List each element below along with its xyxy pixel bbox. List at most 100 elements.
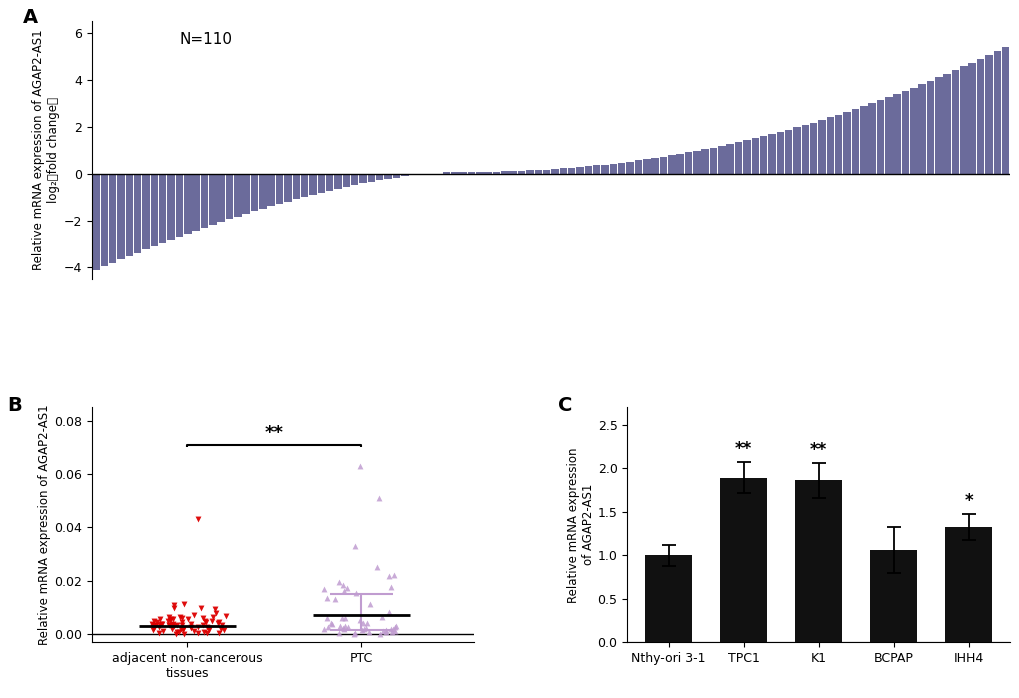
Bar (442, 172, 449, 174)
Bar (317, 174, 325, 193)
Point (162, 614, 178, 625)
Bar (968, 63, 975, 174)
Point (146, 619, 162, 630)
Text: A: A (22, 8, 38, 27)
Point (211, 617, 227, 628)
Point (196, 627, 212, 638)
Y-axis label: Relative mRNA expression of AGAP2-AS1
log₂（fold change）: Relative mRNA expression of AGAP2-AS1 lo… (32, 30, 59, 270)
Point (204, 615, 220, 626)
Point (148, 619, 164, 630)
Bar (534, 170, 541, 174)
Bar (292, 174, 300, 199)
Point (185, 626, 202, 637)
Point (146, 616, 162, 627)
Bar (775, 132, 784, 174)
Point (191, 628, 207, 639)
Point (182, 623, 199, 634)
Bar (518, 171, 525, 174)
Point (207, 604, 223, 615)
Text: C: C (558, 396, 573, 415)
Point (195, 612, 211, 623)
Bar (550, 169, 558, 174)
Bar (634, 161, 642, 174)
Bar (767, 134, 775, 174)
Point (182, 618, 199, 630)
Point (372, 628, 388, 639)
Text: B: B (8, 396, 22, 415)
Bar (209, 174, 216, 225)
Point (387, 620, 404, 631)
Bar (351, 174, 358, 185)
Point (209, 617, 225, 628)
Point (361, 598, 377, 609)
Bar (795, 480, 841, 642)
Bar (301, 174, 308, 197)
Point (199, 622, 215, 633)
Point (174, 620, 191, 631)
Bar (951, 70, 958, 174)
Point (381, 571, 397, 582)
Bar (759, 136, 766, 174)
Point (333, 612, 350, 623)
Point (169, 626, 185, 637)
Bar (717, 146, 725, 174)
Bar (976, 59, 983, 174)
Point (377, 626, 393, 637)
Point (213, 623, 229, 634)
Bar (618, 163, 625, 174)
Bar (909, 88, 917, 174)
Bar (284, 174, 291, 202)
Point (340, 622, 357, 633)
Point (331, 577, 347, 588)
Point (182, 622, 199, 633)
Bar (142, 174, 150, 249)
Point (384, 626, 400, 637)
Bar (476, 172, 483, 174)
Point (146, 623, 162, 634)
Bar (376, 174, 383, 180)
Point (375, 625, 391, 637)
Bar (510, 171, 517, 174)
Bar (825, 117, 834, 174)
Point (197, 616, 213, 627)
Bar (159, 174, 166, 243)
Bar (267, 174, 275, 207)
Bar (993, 51, 1000, 174)
Bar (109, 174, 116, 263)
Bar (835, 114, 842, 174)
Point (336, 621, 353, 632)
Point (173, 623, 190, 634)
Bar (243, 174, 250, 214)
Point (153, 618, 169, 630)
Point (169, 619, 185, 630)
Point (384, 623, 400, 634)
Bar (817, 120, 825, 174)
Point (151, 627, 167, 638)
Bar (734, 142, 742, 174)
Bar (568, 168, 575, 174)
Bar (117, 174, 124, 260)
Point (316, 584, 332, 595)
Bar (809, 123, 816, 174)
Bar (468, 172, 475, 174)
Bar (867, 103, 875, 174)
Bar (334, 174, 341, 188)
Point (322, 618, 338, 629)
Point (173, 617, 190, 628)
Point (346, 628, 363, 639)
Bar (133, 174, 142, 253)
Point (179, 614, 196, 625)
Bar (651, 158, 658, 174)
Point (144, 618, 160, 630)
Text: N=110: N=110 (179, 32, 232, 47)
Point (175, 628, 192, 639)
Point (327, 593, 343, 604)
Point (154, 626, 170, 637)
Bar (709, 148, 716, 174)
Point (174, 623, 191, 634)
Bar (793, 128, 800, 174)
Point (190, 621, 206, 632)
Point (347, 588, 364, 599)
Bar (934, 77, 942, 174)
Text: **: ** (809, 440, 826, 459)
